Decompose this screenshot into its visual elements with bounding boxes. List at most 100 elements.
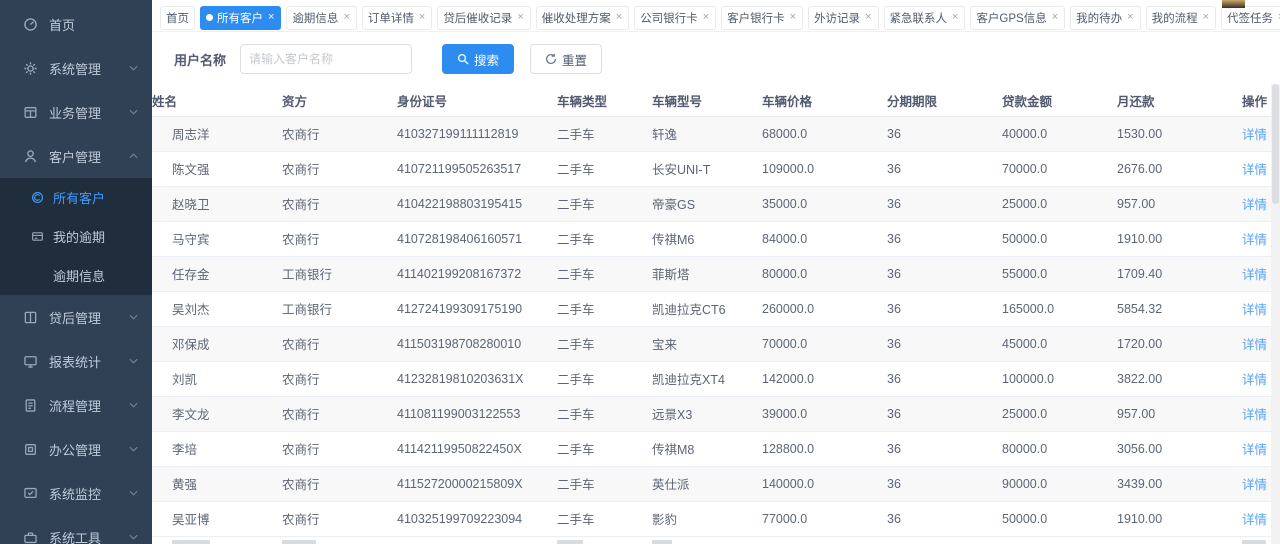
detail-link[interactable]: 详情 — [1242, 408, 1268, 422]
table-row: 马守宾 农商行 410728198406160571 二手车 传祺M6 8400… — [152, 221, 1280, 257]
close-icon[interactable]: × — [1127, 11, 1134, 23]
reset-button[interactable]: 重置 — [530, 44, 603, 74]
cell-id-number: 410728198406160571 — [397, 221, 557, 257]
cell-term: 36 — [887, 396, 1002, 432]
customer-name-input[interactable] — [240, 44, 413, 74]
page-tab[interactable]: 客户银行卡 × — [721, 5, 804, 30]
cell-vehicle-model: 传祺M6 — [652, 221, 762, 257]
cell-name: 李文龙 — [152, 396, 282, 432]
sidebar-item-all-customers[interactable]: 所有客户 — [0, 178, 152, 217]
tab-bar: 首页 所有客户 × 逾期信息 × 订单详情 × — [152, 0, 1280, 32]
user-icon — [22, 148, 38, 164]
detail-link[interactable]: 详情 — [1242, 198, 1268, 212]
cell-vehicle-price: 128800.0 — [762, 431, 887, 467]
page-tab[interactable]: 催收处理方案 × — [535, 5, 630, 30]
cell-id-number: 411402199208167372 — [397, 256, 557, 292]
page-tab[interactable]: 公司银行卡 × — [634, 5, 717, 30]
gear-icon — [22, 60, 38, 76]
top-right-artifact — [1222, 0, 1245, 8]
close-icon[interactable]: × — [865, 11, 872, 23]
column-header: 月还款 — [1117, 86, 1242, 117]
close-icon[interactable]: × — [517, 11, 524, 23]
cell-name: 吴刘杰 — [152, 291, 282, 327]
close-icon[interactable]: × — [702, 11, 710, 23]
cell-vehicle-price: 80000.0 — [762, 256, 887, 292]
sidebar-item-office[interactable]: 办公管理 — [0, 427, 152, 471]
sidebar-item-process[interactable]: 流程管理 — [0, 383, 152, 427]
close-icon[interactable]: × — [952, 11, 959, 23]
detail-link[interactable]: 详情 — [1242, 478, 1268, 492]
cell-vehicle-model: 远景X3 — [652, 396, 762, 432]
close-icon[interactable]: × — [615, 11, 623, 23]
page-tab[interactable]: 外访记录 × — [808, 5, 879, 30]
cell-id-number: 410325199709223094 — [397, 501, 557, 537]
page-tab[interactable]: 逾期信息 × — [286, 5, 357, 30]
detail-link[interactable]: 详情 — [1242, 233, 1268, 247]
sidebar-item-customer[interactable]: 客户管理 — [0, 134, 152, 178]
detail-link[interactable]: 详情 — [1242, 338, 1268, 352]
close-icon[interactable]: × — [268, 11, 275, 23]
page-tab[interactable]: 我的流程 × — [1145, 5, 1217, 30]
page-tab[interactable]: 所有客户 × — [200, 5, 282, 30]
search-button[interactable]: 搜索 — [442, 44, 515, 74]
cell-name: 吴亚博 — [152, 501, 282, 537]
cell-vehicle-price: 84000.0 — [762, 221, 887, 257]
detail-link[interactable]: 详情 — [1242, 268, 1268, 282]
close-icon[interactable]: × — [1202, 11, 1210, 23]
sidebar-item-reports[interactable]: 报表统计 — [0, 339, 152, 383]
page-tab[interactable]: 贷后催收记录 × — [437, 5, 531, 30]
table-row: 李培 农商行 41142119950822450X 二手车 传祺M8 12880… — [152, 431, 1280, 467]
detail-link[interactable]: 详情 — [1242, 373, 1268, 387]
table-row: 邓保成 农商行 411503198708280010 二手车 宝来 70000.… — [152, 326, 1280, 362]
customer-table: 姓名 资方 身份证号 车辆类型 车辆型号 车辆价格 分期期限 贷款金额 月还款 操作 周志洋 农商… — [152, 86, 1280, 537]
detail-link[interactable]: 详情 — [1242, 303, 1268, 317]
page-tab[interactable]: 紧急联系人 × — [883, 5, 966, 30]
sidebar-item-monitor[interactable]: 系统监控 — [0, 471, 152, 515]
scrollbar-thumb[interactable] — [1272, 84, 1279, 204]
page-tab[interactable]: 首页 — [160, 5, 195, 30]
sidebar-item-system[interactable]: 系统管理 — [0, 46, 152, 90]
cell-loan-amount: 50000.0 — [1002, 501, 1117, 537]
cell-term: 36 — [887, 466, 1002, 502]
detail-link[interactable]: 详情 — [1242, 163, 1268, 177]
vertical-scrollbar[interactable] — [1271, 84, 1280, 544]
cell-vehicle-model: 长安UNI-T — [652, 151, 762, 187]
cell-monthly-payment: 1530.00 — [1117, 116, 1242, 152]
sidebar-item-postloan[interactable]: 贷后管理 — [0, 295, 152, 339]
close-icon[interactable]: × — [343, 11, 350, 23]
page-tab[interactable]: 我的待办 × — [1070, 5, 1141, 30]
main-area: 首页 所有客户 × 逾期信息 × 订单详情 × — [152, 0, 1280, 544]
sidebar-item-my-overdue[interactable]: 我的逾期 — [0, 217, 152, 256]
cell-vehicle-model: 传祺M8 — [652, 431, 762, 467]
cell-vehicle-model: 凯迪拉克XT4 — [652, 361, 762, 397]
page-tab[interactable]: 客户GPS信息 × — [970, 5, 1066, 30]
close-icon[interactable]: × — [1277, 12, 1280, 23]
sidebar-item-label: 系统工具 — [49, 530, 102, 544]
chevron-down-icon — [129, 402, 138, 408]
detail-link[interactable]: 详情 — [1242, 513, 1268, 527]
cell-loan-amount: 80000.0 — [1002, 431, 1117, 467]
tab-label: 外访记录 — [814, 12, 861, 25]
cell-monthly-payment: 957.00 — [1117, 396, 1242, 432]
search-form: 用户名称 搜索 重置 — [152, 32, 1280, 86]
page-tab[interactable]: 订单详情 × — [361, 5, 433, 30]
sidebar-item-business[interactable]: 业务管理 — [0, 90, 152, 134]
cell-vehicle-model: 宝来 — [652, 326, 762, 362]
sidebar-item-tools[interactable]: 系统工具 — [0, 515, 152, 544]
chevron-down-icon — [129, 490, 138, 496]
sidebar-item-label: 系统管理 — [49, 61, 102, 77]
page-tab[interactable]: 代签任务 × — [1221, 5, 1280, 30]
home-icon — [22, 16, 38, 32]
close-icon[interactable]: × — [789, 11, 797, 23]
detail-link[interactable]: 详情 — [1242, 443, 1268, 457]
close-icon[interactable]: × — [1051, 11, 1059, 23]
sidebar-item-home[interactable]: 首页 — [0, 2, 152, 46]
cell-term: 36 — [887, 256, 1002, 292]
close-icon[interactable]: × — [418, 11, 426, 23]
tab-label: 代签任务 — [1227, 12, 1274, 25]
chevron-down-icon — [129, 65, 138, 71]
sidebar-item-overdue-info[interactable]: 逾期信息 — [0, 256, 152, 295]
cell-funder: 农商行 — [282, 186, 397, 222]
detail-link[interactable]: 详情 — [1242, 128, 1268, 142]
cell-name: 刘凯 — [152, 361, 282, 397]
